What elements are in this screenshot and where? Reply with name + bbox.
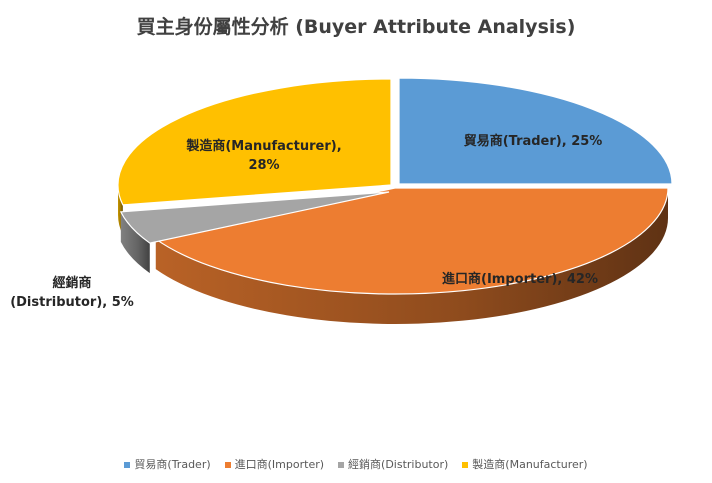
- slice-manufacturer[interactable]: [117, 78, 392, 206]
- slice-trader[interactable]: [398, 77, 673, 185]
- legend-label-importer: 進口商(Importer): [234, 458, 325, 471]
- legend-swatch-manufacturer: [462, 462, 469, 468]
- data-label-manufacturer: 製造商(Manufacturer), 28%: [185, 138, 341, 173]
- slice-distributor[interactable]: [119, 191, 390, 244]
- legend-swatch-trader: [124, 462, 131, 468]
- legend-item-importer: 進口商(Importer): [224, 456, 325, 472]
- legend-item-trader: 貿易商(Trader): [124, 456, 211, 472]
- data-label-importer: 進口商(Importer), 42%: [442, 271, 598, 287]
- legend: 貿易商(Trader) 進口商(Importer) 經銷商(Distributor)…: [0, 456, 712, 472]
- legend-item-manufacturer: 製造商(Manufacturer): [462, 456, 588, 472]
- legend-swatch-distributor: [338, 462, 345, 468]
- slice-side-distributor: [120, 211, 150, 274]
- legend-label-manufacturer: 製造商(Manufacturer): [472, 458, 588, 471]
- data-label-distributor: 經銷商(Distributor), 5%: [10, 275, 134, 310]
- legend-label-distributor: 經銷商(Distributor): [348, 458, 449, 471]
- legend-item-distributor: 經銷商(Distributor): [338, 456, 448, 472]
- legend-swatch-importer: [224, 462, 231, 468]
- data-label-trader: 貿易商(Trader), 25%: [464, 133, 603, 149]
- slice-side-importer: [155, 188, 668, 324]
- chart-title: 買主身份屬性分析 (Buyer Attribute Analysis): [136, 16, 576, 38]
- legend-label-trader: 貿易商(Trader): [134, 458, 211, 471]
